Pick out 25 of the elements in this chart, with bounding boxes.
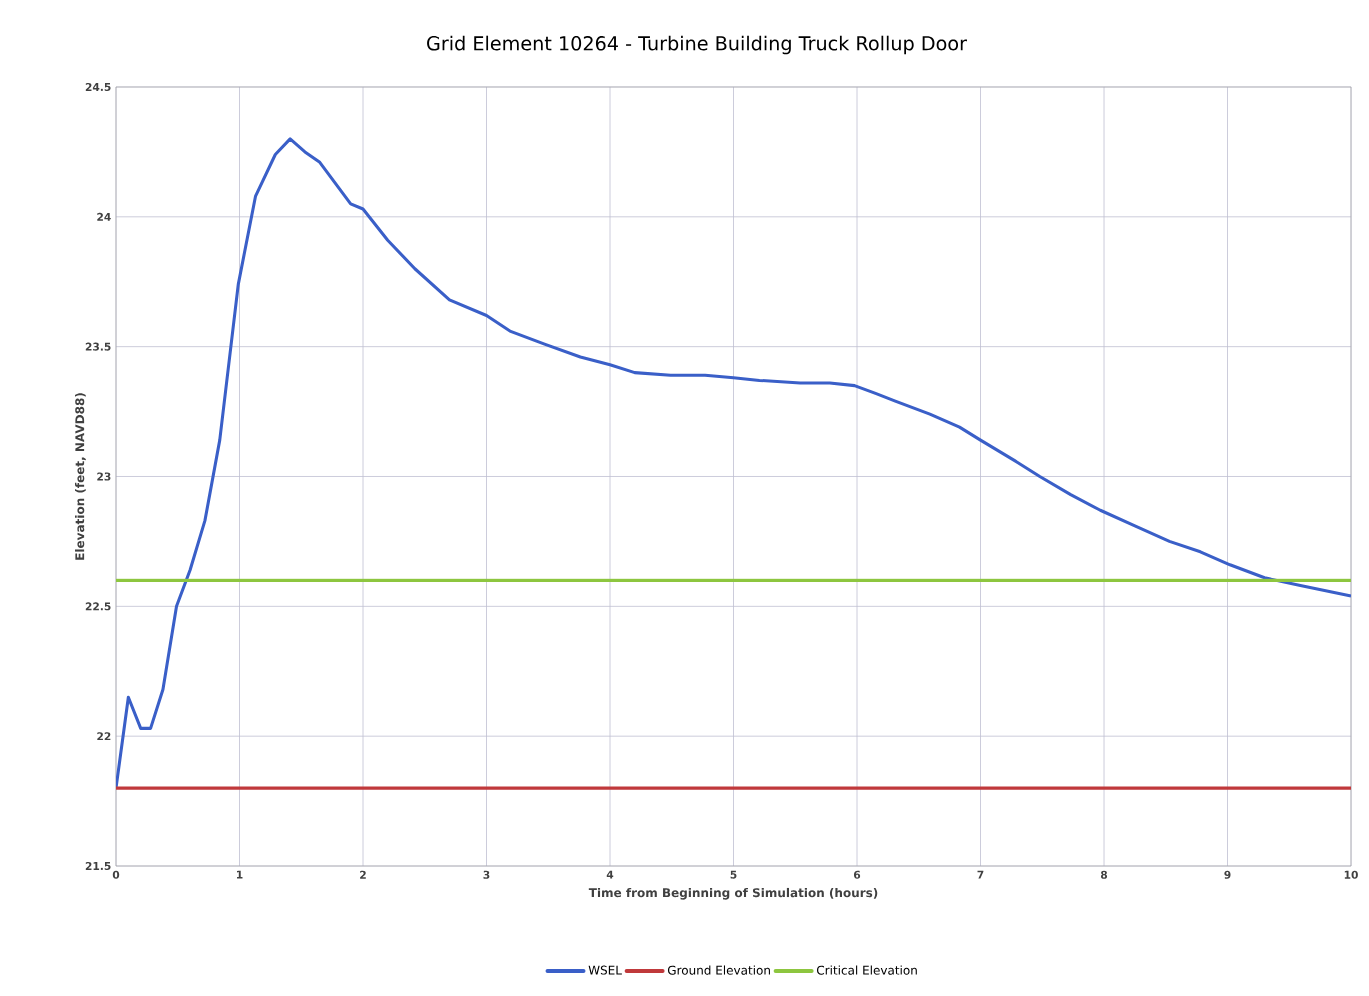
x-tick-label: 0: [112, 870, 120, 879]
y-tick-label: 22: [97, 732, 111, 741]
y-tick-label: 24.5: [85, 82, 111, 92]
y-tick-label: 24: [97, 212, 111, 221]
y-tick-label: 23.5: [85, 342, 111, 351]
y-tick-label: 23: [97, 472, 111, 481]
chart-title: Grid Element 10264 - Turbine Building Truck Rollup Door: [427, 35, 967, 55]
x-tick-label: 2: [360, 870, 366, 879]
legend-label: Ground Elevation: [667, 965, 770, 975]
line-series: [116, 137, 1352, 790]
x-tick-label: 3: [483, 870, 490, 879]
x-tick-label: 10: [1344, 870, 1358, 879]
x-tick-label: 7: [977, 870, 984, 879]
x-tick-label: 4: [606, 870, 614, 879]
x-tick-label: 8: [1100, 870, 1108, 879]
legend-label: WSEL: [588, 965, 622, 975]
legend-label: Critical Elevation: [816, 965, 917, 975]
x-tick-label: 6: [853, 870, 861, 879]
y-tick-label: 21.5: [85, 861, 111, 871]
y-axis-title: Elevation (feet, NAVD88): [75, 393, 86, 560]
x-tick-label: 1: [237, 870, 243, 879]
y-tick-label: 22.5: [85, 602, 111, 611]
x-tick-label: 9: [1224, 870, 1231, 879]
x-tick-label: 5: [730, 870, 737, 879]
x-axis-title: Time from Beginning of Simulation (hours): [588, 887, 878, 900]
